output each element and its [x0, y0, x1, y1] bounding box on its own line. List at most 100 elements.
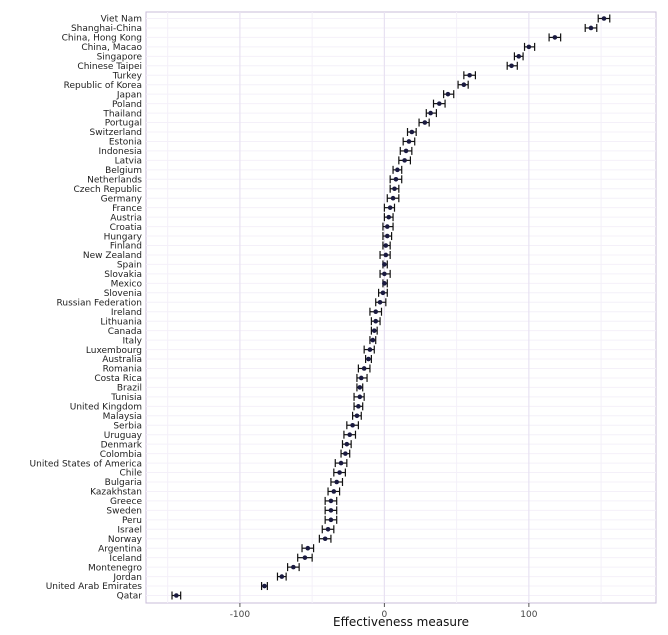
data-point: [377, 299, 383, 305]
category-label: Republic of Korea: [64, 81, 142, 91]
data-point: [516, 54, 522, 59]
data-point: [383, 252, 389, 258]
data-point: [588, 25, 594, 31]
category-label: Slovakia: [104, 270, 142, 280]
category-label: Malaysia: [103, 412, 142, 422]
data-point: [347, 432, 353, 437]
category-label: Netherlands: [87, 176, 142, 186]
category-label: Chinese Taipei: [77, 62, 142, 72]
data-point: [279, 574, 285, 579]
grid: [146, 12, 656, 603]
category-label: Italy: [122, 336, 142, 346]
data-point: [601, 16, 607, 21]
category-label: Spain: [117, 261, 142, 271]
category-label: New Zealand: [83, 251, 142, 261]
data-point: [509, 63, 514, 69]
data-point: [305, 545, 311, 551]
data-point: [384, 224, 390, 229]
data-point: [325, 526, 331, 532]
data-point: [383, 243, 389, 248]
data-point: [395, 167, 400, 173]
category-label: Canada: [108, 327, 142, 337]
data-points: [174, 16, 607, 598]
data-point: [380, 290, 386, 296]
data-point: [382, 281, 387, 286]
category-label: Israel: [117, 525, 142, 535]
data-point: [403, 148, 409, 154]
data-point: [328, 508, 334, 513]
category-label: Lithuania: [100, 317, 142, 327]
plot-panel: [145, 11, 657, 604]
data-point: [354, 413, 360, 419]
data-point: [174, 593, 179, 598]
category-label: Serbia: [113, 421, 142, 431]
x-tick-label: -100: [230, 610, 251, 620]
data-point: [386, 214, 392, 220]
data-point: [328, 498, 334, 504]
data-point: [371, 328, 377, 333]
data-point: [343, 451, 348, 456]
category-label: Turkey: [112, 71, 143, 81]
data-point: [358, 375, 364, 381]
data-point: [526, 44, 532, 50]
category-label: Greece: [110, 497, 142, 507]
category-label: Russian Federation: [57, 298, 142, 308]
category-label: Finland: [110, 242, 142, 252]
data-point: [409, 129, 415, 135]
category-label: Sweden: [106, 507, 142, 517]
category-label: Estonia: [109, 138, 142, 148]
category-label: China, Hong Kong: [62, 34, 142, 44]
data-point: [331, 489, 337, 494]
category-label: United States of America: [30, 459, 142, 469]
data-point: [350, 422, 355, 428]
category-label: Hungary: [104, 232, 143, 242]
category-label: Austria: [110, 213, 142, 223]
data-point: [373, 318, 379, 324]
category-label: Luxembourg: [86, 346, 142, 356]
category-label: Slovenia: [104, 289, 142, 299]
category-label: Ireland: [111, 308, 142, 318]
data-point: [373, 309, 379, 315]
data-point: [328, 517, 334, 523]
data-point: [461, 82, 467, 88]
data-point: [552, 35, 558, 40]
category-label: Iceland: [109, 554, 142, 564]
data-point: [357, 385, 363, 390]
category-label: Japan: [116, 90, 142, 100]
data-point: [393, 177, 399, 182]
category-label: Kazakhstan: [90, 488, 142, 498]
data-point: [387, 205, 393, 210]
category-label: Montenegro: [88, 563, 142, 573]
category-label: Costa Rica: [94, 374, 142, 384]
data-point: [361, 366, 367, 371]
category-label: Colombia: [100, 450, 142, 460]
category-label: Denmark: [101, 440, 143, 450]
category-label: Poland: [112, 100, 142, 110]
data-point: [338, 460, 344, 466]
data-point: [344, 441, 350, 447]
category-label: Latvia: [115, 157, 142, 167]
data-point: [384, 233, 390, 239]
data-point: [467, 72, 472, 78]
data-point: [356, 404, 361, 409]
category-label: Czech Republic: [73, 185, 142, 195]
category-label: Chile: [119, 469, 142, 479]
data-point: [367, 347, 373, 352]
category-label: Peru: [122, 516, 142, 526]
category-label: Belgium: [105, 166, 142, 176]
category-label: Croatia: [110, 223, 142, 233]
category-label: Brazil: [117, 384, 142, 394]
category-label: Romania: [103, 365, 142, 375]
category-label: France: [112, 204, 142, 214]
data-point: [445, 91, 451, 97]
category-label: Norway: [108, 535, 143, 545]
category-label: Germany: [101, 194, 143, 204]
data-point: [357, 394, 363, 400]
category-label: Uruguay: [104, 431, 143, 441]
category-label: Viet Nam: [101, 15, 142, 25]
data-point: [436, 101, 442, 106]
data-point: [392, 186, 397, 192]
data-point: [428, 110, 433, 116]
